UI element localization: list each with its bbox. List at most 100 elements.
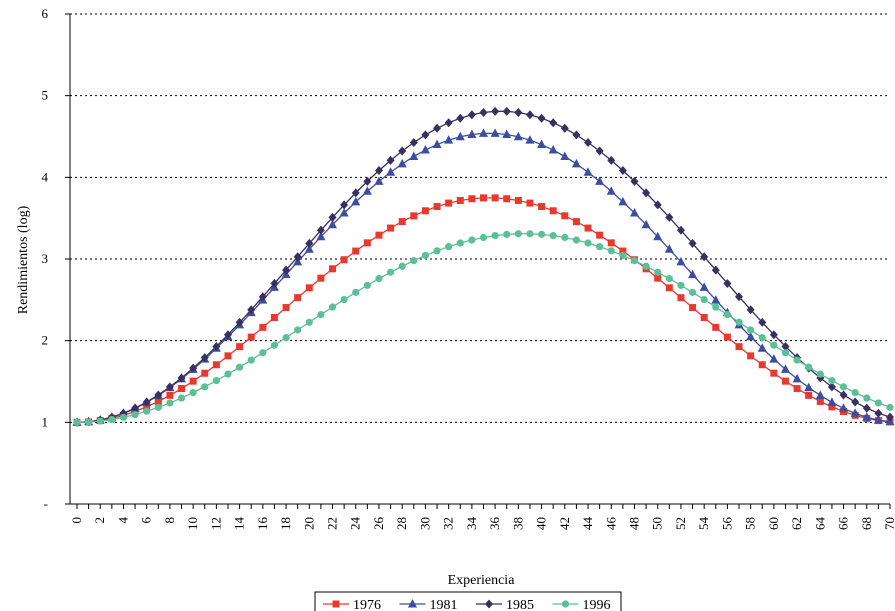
point-1976 — [607, 239, 615, 247]
point-1996 — [874, 399, 882, 407]
point-1976 — [340, 256, 348, 264]
point-1981 — [444, 135, 454, 144]
point-1996 — [561, 233, 569, 242]
point-1976 — [247, 333, 255, 341]
point-1996 — [700, 295, 708, 304]
point-1985 — [247, 305, 256, 315]
point-1996 — [828, 377, 836, 385]
point-1981 — [432, 139, 442, 149]
x-tick-label: 2 — [92, 517, 107, 524]
point-1981 — [502, 129, 512, 139]
point-1976 — [259, 323, 267, 331]
point-1985 — [305, 238, 314, 248]
point-1996 — [479, 233, 488, 242]
point-1996 — [584, 239, 592, 247]
point-1976 — [294, 294, 302, 302]
point-1996 — [839, 383, 848, 391]
point-1976 — [236, 343, 244, 351]
y-tick-label: 1 — [42, 414, 49, 429]
gridlines — [70, 13, 890, 423]
point-1996 — [572, 236, 581, 244]
x-tick-label: 20 — [301, 517, 316, 530]
point-1996 — [282, 334, 290, 342]
point-1985 — [560, 123, 569, 133]
point-1996 — [119, 413, 128, 421]
x-tick-label: 36 — [487, 517, 502, 531]
point-1976 — [723, 333, 731, 341]
point-1996 — [630, 257, 639, 265]
point-1981 — [757, 343, 767, 352]
point-1996 — [747, 326, 755, 334]
point-1985 — [398, 146, 407, 156]
point-1981 — [664, 244, 674, 253]
point-1985 — [781, 341, 790, 351]
point-1985 — [491, 106, 500, 116]
point-1976 — [712, 323, 720, 331]
point-1981 — [792, 373, 802, 383]
point-1985 — [653, 200, 662, 210]
point-1985 — [862, 403, 871, 413]
x-tick-label: 18 — [278, 517, 293, 530]
x-tick-label: 60 — [766, 517, 781, 530]
point-1976 — [700, 313, 708, 321]
y-axis-label: Rendimientos (log) — [16, 205, 31, 314]
legend-label-1996: 1996 — [583, 598, 611, 611]
x-tick-label: 30 — [417, 517, 432, 530]
point-1996 — [375, 275, 383, 283]
point-1985 — [525, 110, 534, 120]
point-1981 — [513, 131, 523, 141]
point-1996 — [177, 394, 186, 402]
point-1996 — [526, 230, 534, 238]
point-1985 — [479, 107, 488, 117]
point-1996 — [236, 363, 244, 371]
point-1976 — [572, 218, 580, 226]
point-1981 — [629, 208, 639, 217]
point-1981 — [815, 390, 825, 399]
point-1985 — [363, 176, 372, 186]
point-1976 — [201, 369, 209, 377]
point-1996 — [143, 407, 151, 415]
point-1985 — [851, 397, 860, 407]
point-1985 — [630, 176, 639, 186]
point-1976 — [143, 403, 151, 411]
point-1985 — [165, 382, 174, 392]
point-1976 — [166, 391, 174, 399]
point-1976 — [584, 224, 592, 232]
point-1996 — [781, 349, 790, 357]
point-1996 — [96, 417, 104, 425]
x-tick-label: 70 — [882, 517, 895, 530]
point-1996 — [468, 236, 476, 244]
point-1985 — [282, 265, 291, 275]
point-1996 — [456, 239, 464, 247]
point-1981 — [386, 167, 396, 176]
point-1996 — [770, 341, 778, 349]
x-tick-label: 52 — [673, 517, 688, 530]
point-1976 — [758, 361, 766, 369]
point-1996 — [758, 334, 766, 342]
x-tick-label: 40 — [534, 517, 549, 530]
point-1985 — [142, 397, 151, 407]
point-1985 — [723, 278, 732, 288]
point-1996 — [793, 356, 801, 364]
point-1996 — [723, 310, 732, 319]
point-1996 — [212, 377, 220, 385]
point-1996 — [398, 262, 406, 270]
point-1976 — [480, 194, 487, 202]
point-1976 — [468, 195, 476, 203]
series-line-1976 — [76, 197, 891, 423]
series-line-1981 — [76, 132, 891, 423]
point-1976 — [363, 239, 371, 247]
point-1985 — [433, 123, 442, 133]
x-tick-label: 4 — [115, 517, 130, 524]
point-1981 — [409, 151, 419, 160]
point-1985 — [177, 373, 186, 383]
point-1976 — [596, 231, 604, 239]
point-1996 — [154, 403, 162, 411]
point-1996 — [654, 268, 662, 276]
point-1985 — [258, 292, 267, 302]
series-layer — [72, 106, 895, 427]
point-1976 — [375, 231, 383, 239]
point-1985 — [839, 390, 848, 400]
point-1976 — [526, 199, 534, 207]
point-1976 — [747, 352, 755, 360]
